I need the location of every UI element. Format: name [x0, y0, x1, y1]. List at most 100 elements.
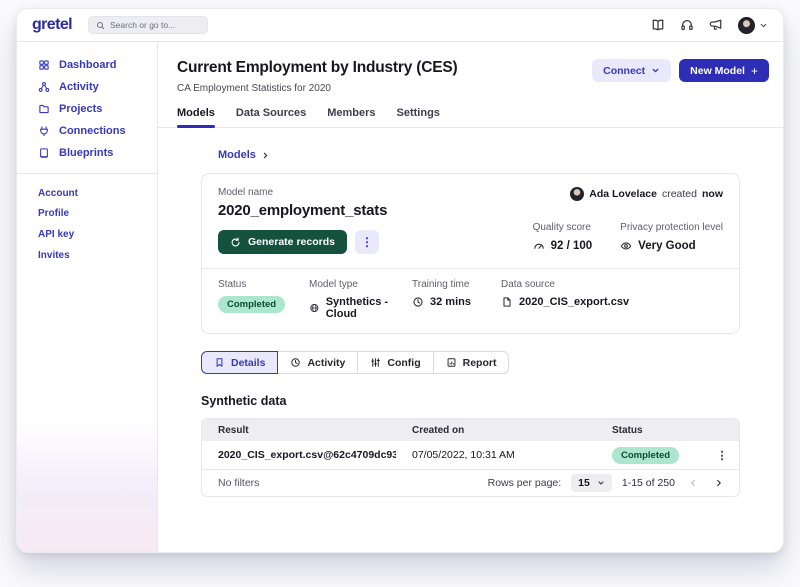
column-result: Result [218, 424, 249, 436]
chevron-down-icon [598, 481, 604, 485]
search-input[interactable]: Search or go to... [87, 16, 208, 34]
training-time-label: Training time [412, 279, 470, 290]
row-result[interactable]: 2020_CIS_export.csv@62c4709dc9380... [218, 449, 396, 461]
report-icon [447, 358, 456, 367]
page-header: Current Employment by Industry (CES) CA … [158, 42, 783, 94]
model-name-label: Model name [218, 187, 274, 198]
next-page-button[interactable] [711, 475, 727, 491]
connect-button-label: Connect [603, 64, 646, 77]
tab-activity-label: Activity [307, 356, 346, 369]
new-model-button[interactable]: New Model + [679, 59, 769, 82]
status-badge: Completed [218, 296, 286, 313]
dashboard-icon [39, 60, 49, 70]
docs-icon[interactable] [651, 18, 665, 32]
training-time-value: 32 mins [430, 296, 471, 308]
tab-config[interactable]: Config [357, 351, 434, 374]
clock-icon [413, 297, 423, 307]
data-source-value: 2020_CIS_export.csv [519, 296, 630, 308]
notebook-icon [40, 148, 48, 158]
model-type-value: Synthetics - Cloud [325, 296, 389, 320]
sidebar-item-label: Connections [59, 125, 126, 137]
activity-icon [38, 82, 50, 92]
generate-records-button[interactable]: Generate records [218, 230, 347, 254]
topbar-actions [651, 16, 768, 34]
row-status-badge: Completed [612, 446, 680, 464]
breadcrumb-label: Models [218, 149, 256, 161]
sidebar-item-blueprints[interactable]: Blueprints [17, 142, 157, 164]
sidebar-item-activity[interactable]: Activity [17, 76, 157, 98]
sidebar-item-invites[interactable]: Invites [38, 250, 70, 261]
rows-per-page-select[interactable]: 15 [571, 474, 612, 492]
model-card: Model name 2020_employment_stats Generat… [201, 173, 740, 334]
creator-action: created [661, 188, 697, 200]
announcements-megaphone-icon[interactable] [709, 18, 723, 32]
sidebar-item-connections[interactable]: Connections [17, 120, 157, 142]
sidebar-item-dashboard[interactable]: Dashboard [17, 54, 157, 76]
folder-icon [39, 104, 49, 114]
app-window: gretel Search or go to... Dashboa [16, 8, 784, 553]
creator-time: now [702, 188, 723, 200]
model-type: Model type Synthetics - Cloud [309, 279, 412, 320]
globe-icon [310, 303, 319, 313]
clock-icon [291, 358, 301, 367]
chevron-down-icon [760, 23, 767, 27]
user-menu[interactable] [738, 16, 768, 34]
generate-records-label: Generate records [248, 236, 335, 248]
tab-members[interactable]: Members [327, 107, 376, 119]
sidebar-divider [17, 173, 157, 174]
gretel-logo[interactable]: gretel [32, 16, 73, 33]
rows-per-page-label: Rows per page: [487, 477, 562, 489]
tab-report[interactable]: Report [432, 351, 510, 374]
creator-info: Ada Lovelace created now [570, 187, 723, 201]
sidebar-item-api-key[interactable]: API key [38, 229, 75, 240]
project-tabs: Models Data Sources Members Settings [158, 107, 783, 128]
plus-icon: + [750, 63, 758, 78]
creator-avatar [570, 187, 585, 201]
search-icon [96, 21, 105, 29]
breadcrumb[interactable]: Models [201, 149, 740, 161]
status-label: Status [218, 279, 247, 290]
gauge-icon [533, 243, 544, 249]
data-source: Data source 2020_CIS_export.csv [501, 279, 629, 320]
eye-icon [620, 242, 632, 250]
row-created-on: 07/05/2022, 10:31 AM [412, 449, 515, 461]
bookmark-icon [216, 358, 223, 367]
model-kebab-menu[interactable]: ⋮ [354, 230, 379, 254]
tab-report-label: Report [462, 356, 497, 369]
tab-settings[interactable]: Settings [396, 107, 440, 119]
connect-button[interactable]: Connect [592, 59, 672, 82]
sidebar-item-label: Activity [59, 81, 99, 93]
row-kebab-menu[interactable]: ⋮ [716, 449, 728, 462]
chevron-right-icon [717, 479, 721, 487]
chevron-right-icon [263, 152, 268, 158]
training-time: Training time 32 mins [412, 279, 501, 320]
creator-name: Ada Lovelace [589, 188, 657, 200]
chevron-left-icon [691, 479, 695, 487]
file-icon [503, 297, 511, 307]
column-created-on: Created on [412, 424, 465, 436]
tab-activity[interactable]: Activity [277, 351, 359, 374]
column-status: Status [612, 424, 643, 436]
plug-icon [40, 126, 48, 137]
sliders-icon [371, 358, 381, 367]
table-row[interactable]: 2020_CIS_export.csv@62c4709dc9380... 07/… [202, 441, 739, 469]
model-name: 2020_employment_stats [218, 202, 388, 219]
privacy-protection: Privacy protection level Very Good [620, 222, 723, 252]
prev-page-button[interactable] [685, 475, 701, 491]
sidebar-item-profile[interactable]: Profile [38, 208, 70, 219]
synthetic-data-heading: Synthetic data [201, 394, 287, 408]
tab-details[interactable]: Details [201, 351, 279, 374]
topbar: gretel Search or go to... [17, 9, 783, 42]
support-headset-icon[interactable] [680, 18, 694, 32]
quality-score: Quality score 92 / 100 [533, 222, 593, 252]
table-header: Result Created on Status [202, 419, 739, 441]
sidebar: Dashboard Activity Projects Connections … [17, 42, 158, 552]
tab-models[interactable]: Models [177, 107, 215, 128]
quality-score-value: 92 / 100 [550, 240, 593, 252]
table-footer: No filters Rows per page: 15 1-15 of 250 [202, 469, 739, 496]
synthetic-data-table: Result Created on Status 2020_CIS_export… [201, 418, 740, 497]
sidebar-item-label: Projects [59, 103, 103, 115]
tab-data-sources[interactable]: Data Sources [235, 107, 307, 119]
sidebar-item-projects[interactable]: Projects [17, 98, 157, 120]
